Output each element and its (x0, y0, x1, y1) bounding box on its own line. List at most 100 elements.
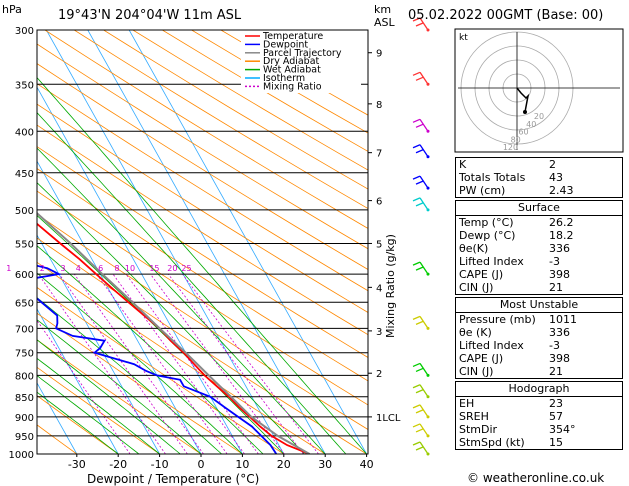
index-label: θe (K) (459, 326, 492, 339)
km-tick-label: 1LCL (376, 413, 401, 424)
dry-adiabat-line (37, 63, 368, 270)
x-tick-label: -30 (68, 458, 86, 471)
legend-box (241, 31, 361, 93)
index-value: 398 (549, 268, 570, 281)
hodograph-ring-label: 80 (511, 135, 521, 144)
series-line-temperature (37, 222, 310, 454)
asl-unit-label: ASL (374, 16, 395, 29)
index-label: SREH (459, 410, 489, 423)
index-label: StmSpd (kt) (459, 436, 525, 449)
isotherm-line (37, 382, 78, 454)
wet-adiabat-line (37, 375, 140, 454)
dry-adiabat-line (37, 168, 368, 382)
dry-adiabat-line (132, 30, 368, 171)
wind-barb (412, 423, 430, 438)
legend-entry: Temperature (262, 31, 323, 42)
most-unstable-title: Most Unstable (456, 298, 622, 313)
index-label: CAPE (J) (459, 268, 504, 281)
surface-title: Surface (456, 201, 622, 216)
index-row: Temp (°C) 26.2 (456, 216, 622, 229)
dry-adiabat-line (37, 43, 368, 250)
isotherm-line (46, 30, 285, 454)
index-value: -3 (549, 255, 560, 268)
isotherm-line (37, 234, 160, 454)
isotherm-line (37, 86, 243, 454)
km-tick-label: 7 (376, 149, 382, 160)
km-tick-label: 2 (376, 369, 382, 380)
location-title: 19°43'N 204°04'W 11m ASL (58, 8, 242, 23)
pressure-tick-label: 550 (15, 239, 34, 250)
pressure-tick-label: 950 (15, 432, 34, 443)
dry-adiabat-line (37, 83, 368, 292)
km-tick-label: 3 (376, 327, 382, 338)
index-row: SREH 57 (456, 410, 622, 423)
km-tick-label: 6 (376, 197, 382, 208)
x-tick-label: 30 (318, 458, 332, 471)
wind-barb (412, 404, 430, 419)
index-value: 2.43 (549, 184, 574, 197)
wet-adiabat-line (37, 182, 305, 454)
legend-entry: Parcel Trajectory (263, 48, 342, 59)
index-label: Pressure (mb) (459, 313, 536, 326)
most-unstable-box: Most Unstable Pressure (mb) 1011 θe (K) 336… (455, 297, 623, 379)
index-label: CIN (J) (459, 281, 494, 294)
hodograph-indices-box: Hodograph EH 23 SREH 57 StmDir 354° StmSpd (kt… (455, 381, 623, 450)
index-row: PW (cm) 2.43 (456, 184, 622, 197)
wet-adiabat-line (37, 77, 367, 454)
dry-adiabat-line (37, 366, 160, 454)
legend-entry: Wet Adiabat (263, 65, 321, 76)
mixing-ratio-label: 15 (149, 264, 159, 273)
index-row: Dewp (°C) 18.2 (456, 229, 622, 242)
wind-barb (412, 362, 430, 377)
mixing-ratio-label: 1 (6, 264, 11, 273)
index-label: CAPE (J) (459, 352, 504, 365)
isotherm-line (87, 30, 326, 454)
wind-barb (412, 384, 430, 399)
km-unit-label: km (374, 3, 392, 16)
hpa-unit-label: hPa (2, 3, 22, 16)
index-label: Temp (°C) (459, 216, 514, 229)
series-line-dewpoint (37, 264, 278, 454)
wind-barb (412, 71, 430, 86)
dry-adiabat-line (37, 312, 243, 454)
index-value: 398 (549, 352, 570, 365)
index-label: K (459, 158, 467, 171)
km-tick-label: 4 (376, 283, 382, 294)
x-axis-label: Dewpoint / Temperature (°C) (87, 472, 260, 486)
dry-adiabat-line (37, 395, 119, 454)
x-tick-label: 0 (198, 458, 205, 471)
pressure-tick-label: 400 (15, 127, 34, 138)
wind-barb (412, 175, 430, 190)
wet-adiabat-line (37, 147, 326, 454)
index-row: Totals Totals 43 (456, 171, 622, 184)
wind-barb (412, 441, 430, 456)
indices-table: K 2 Totals Totals 43 PW (cm) 2.43 Surface Tem… (455, 157, 623, 452)
index-row: Lifted Index -3 (456, 255, 622, 268)
mixing-ratio-axis-label: Mixing Ratio (g/kg) (384, 234, 397, 338)
mixing-ratio-label: 6 (98, 264, 103, 273)
wind-barb (412, 315, 430, 330)
pressure-tick-label: 750 (15, 349, 34, 360)
x-tick-label: 20 (277, 458, 291, 471)
index-row: Lifted Index -3 (456, 339, 622, 352)
index-label: Totals Totals (459, 171, 526, 184)
isotherm-line (128, 30, 367, 454)
wind-barb (412, 118, 430, 133)
series-line-parcel-trajectory (37, 211, 310, 454)
index-label: CIN (J) (459, 365, 494, 378)
dry-adiabat-line (37, 237, 367, 454)
x-tick-label: 10 (235, 458, 249, 471)
index-label: Lifted Index (459, 255, 524, 268)
legend-entry: Isotherm (263, 73, 305, 84)
dry-adiabat-line (103, 30, 368, 190)
index-row: CAPE (J) 398 (456, 268, 622, 281)
index-row: θe (K) 336 (456, 326, 622, 339)
wet-adiabat-line (37, 391, 119, 454)
index-row: CAPE (J) 398 (456, 352, 622, 365)
pressure-tick-label: 500 (15, 206, 34, 217)
index-row: CIN (J) 21 (456, 281, 622, 294)
wind-barb (412, 144, 430, 159)
index-label: StmDir (459, 423, 498, 436)
index-value: 354° (549, 423, 576, 436)
dry-adiabat-line (162, 30, 368, 152)
